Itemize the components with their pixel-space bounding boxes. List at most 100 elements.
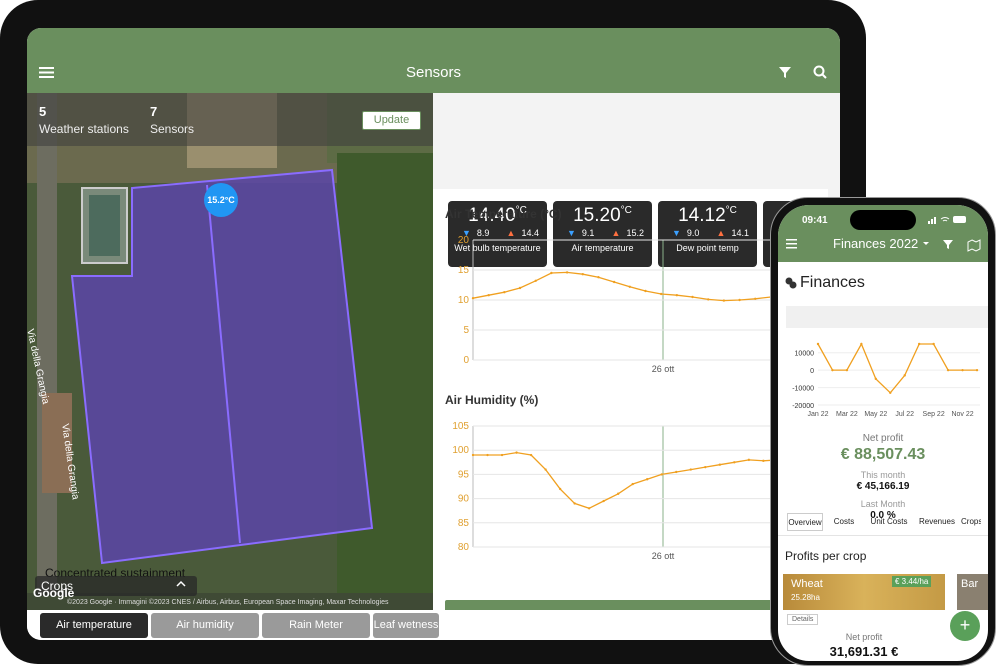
phone-title[interactable]: Finances 2022: [833, 236, 919, 251]
data-point: [565, 271, 569, 274]
details-button[interactable]: Details: [787, 614, 819, 625]
data-line: [817, 342, 977, 394]
y-tick-label: -20000: [792, 403, 814, 410]
data-point: [903, 374, 906, 377]
arrow-up: ▲: [716, 228, 726, 238]
x-tick-label: Nov 22: [951, 411, 973, 418]
data-point: [616, 492, 620, 495]
y-tick-label: 90: [458, 494, 470, 505]
map-marker[interactable]: 15.2°C: [204, 183, 238, 217]
finance-tab[interactable]: Unit Costs: [870, 517, 908, 526]
this-month-value: € 45,166.19: [856, 481, 910, 492]
cards-strip: [433, 93, 828, 189]
menu-icon[interactable]: [39, 65, 59, 81]
phone-screen: 09:41 Finances 2022 Finances Overview Cos…: [778, 205, 988, 661]
max-value: 14.1: [731, 228, 749, 238]
chart-title: Air Humidity (%): [445, 393, 539, 407]
finance-tab[interactable]: Crops: [961, 517, 981, 526]
sensor-max: ▲ 14.4: [507, 228, 539, 238]
sensor-tab[interactable]: Rain Meter: [262, 613, 370, 638]
sensor-tab[interactable]: Leaf wetness: [373, 613, 439, 638]
data-point: [961, 368, 964, 372]
sensor-card[interactable]: 15.20°C ▼ 9.1 ▲ 15.2 Air temperature: [553, 201, 652, 267]
data-point: [500, 453, 504, 457]
data-point: [631, 482, 634, 486]
finance-tab[interactable]: Overview: [787, 513, 823, 531]
stat-label: Sensors: [150, 122, 195, 136]
x-tick-label: Jul 22: [895, 411, 914, 418]
update-button[interactable]: Update: [362, 111, 421, 130]
crop-name: Wheat: [791, 578, 823, 590]
chevron[interactable]: [175, 579, 187, 589]
data-point: [675, 294, 679, 297]
sensor-tab[interactable]: Air humidity: [151, 613, 259, 638]
chart-title: Air Temperature (°C): [445, 207, 562, 221]
header-icons[interactable]: [777, 64, 837, 82]
sensor-unit: °C: [725, 205, 737, 216]
arrow-up: ▲: [506, 228, 516, 238]
sensor-unit: °C: [515, 205, 527, 216]
stat-label: Weather stations: [39, 122, 129, 136]
data-point: [503, 291, 506, 294]
sensor-max: ▲ 15.2: [612, 228, 644, 238]
data-point: [660, 473, 663, 476]
crop-profit-label: Net profit: [845, 632, 883, 642]
data-point: [889, 391, 892, 394]
data-point: [544, 468, 547, 471]
crop-name: Bar: [961, 578, 979, 590]
sensor-number: 14.40: [468, 205, 516, 226]
sensor-tab[interactable]: Air temperature: [40, 613, 148, 638]
temperature-chart: 0 5 10 15 20 26 ott: [458, 235, 828, 374]
data-point: [581, 273, 584, 276]
sensor-min: ▼ 9.1: [567, 228, 594, 238]
data-point: [597, 276, 600, 279]
data-point: [754, 297, 757, 300]
data-point: [646, 478, 649, 481]
data-point: [628, 285, 631, 288]
data-point: [659, 292, 663, 296]
data-point: [612, 280, 616, 284]
x-tick-label: Jan 22: [807, 411, 828, 418]
map: [27, 93, 433, 610]
y-tick-label: 85: [458, 518, 470, 529]
phone-header-icons[interactable]: [923, 238, 985, 252]
sensor-panel: 14.40°C ▼ 8.9 ▲ 14.4 Wet bulb temperature 15.2…: [433, 93, 828, 610]
sensor-card[interactable]: 14.12°C ▼ 9.0 ▲ 14.1 Dew point temp: [658, 201, 757, 267]
data-point: [831, 368, 834, 372]
google-logo: Google: [33, 586, 75, 600]
data-point: [738, 298, 741, 302]
min-value: 8.9: [476, 228, 490, 238]
fab[interactable]: +: [950, 611, 980, 641]
data-point: [534, 279, 537, 282]
data-point: [860, 342, 863, 346]
crop-card[interactable]: Bar: [957, 574, 988, 610]
stat-value: 7: [150, 104, 158, 119]
crops-toggle[interactable]: [35, 576, 197, 596]
y-tick-label: 10000: [795, 351, 815, 358]
sensor-value: 14.12°C: [658, 205, 757, 227]
arrow-down: ▼: [567, 228, 576, 238]
finance-tab[interactable]: Costs: [833, 517, 855, 526]
last-month-label: Last Month: [860, 499, 906, 509]
arrow-up: ▲: [611, 228, 621, 238]
sensor-number: 15.20: [573, 205, 621, 226]
data-point: [587, 507, 591, 510]
max-value: 15.2: [626, 228, 644, 238]
x-tick-label: Sep 22: [923, 411, 945, 418]
data-point: [762, 459, 765, 463]
menu-icon[interactable]: [786, 238, 800, 250]
sensor-card[interactable]: 14.40°C ▼ 8.9 ▲ 14.4 Wet bulb temperature: [448, 201, 547, 267]
data-point: [558, 487, 562, 491]
data-point: [529, 453, 533, 457]
x-tick-label: May 22: [864, 411, 887, 418]
data-point: [487, 294, 490, 297]
arrow-down: ▼: [462, 228, 471, 238]
data-point: [675, 470, 678, 474]
sensor-min: ▼ 9.0: [672, 228, 699, 238]
data-point: [486, 453, 489, 457]
stat-value: 5: [39, 104, 47, 119]
finance-tab[interactable]: Revenues: [918, 517, 956, 526]
this-month-label: This month: [860, 470, 906, 480]
status-icons: [928, 216, 966, 224]
